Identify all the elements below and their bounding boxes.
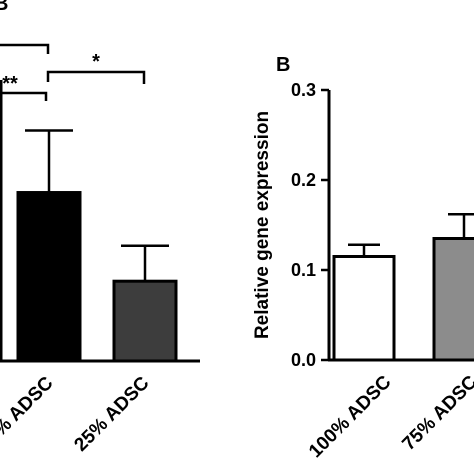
bracket-double [0, 91, 48, 101]
chart-left-panel: B ** * % ADSC 25% ADSC [0, 0, 200, 456]
right-x-tick-label: 75% ADSC [398, 371, 474, 454]
significance-label-single: * [92, 51, 100, 73]
y-tick-label: 0.3 [291, 80, 316, 100]
y-axis-label: Relative gene expression [252, 111, 273, 339]
panel-label-right: B [276, 54, 290, 76]
bar [112, 279, 178, 363]
bar [432, 237, 474, 362]
left-x-tick-label: 25% ADSC [70, 372, 153, 455]
panel-label-left: B [0, 0, 8, 15]
bar [16, 191, 82, 363]
y-tick-label: 0.2 [291, 170, 316, 190]
y-tick-label: 0.1 [291, 260, 316, 280]
right-x-tick-label: 100% ADSC [305, 371, 396, 462]
y-tick-label: 0.0 [291, 350, 316, 370]
chart-right-panel: B Relative gene expression 0.00.10.20.3 … [252, 54, 474, 462]
bar [332, 255, 396, 362]
significance-brackets [0, 43, 146, 101]
bracket-top [0, 43, 50, 54]
significance-label-double: ** [2, 73, 18, 95]
left-x-tick-label: % ADSC [0, 372, 58, 440]
bracket-single [46, 70, 146, 84]
